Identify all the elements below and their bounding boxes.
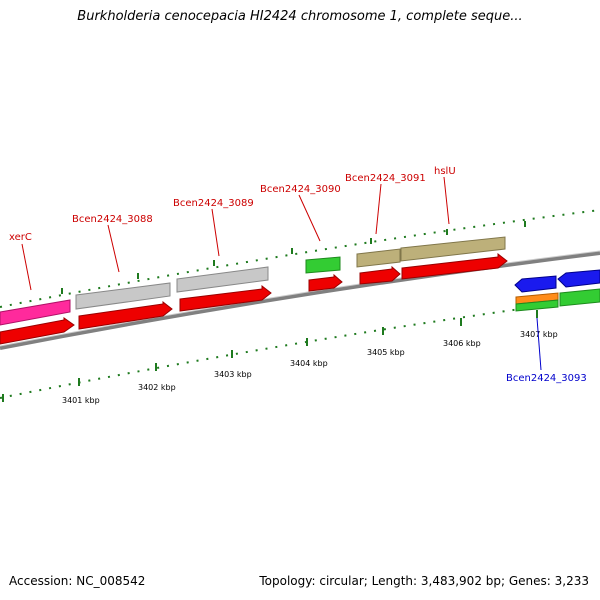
- gene-label-xerc[interactable]: xerC: [9, 232, 32, 243]
- gene-label-bcen2424-3089[interactable]: Bcen2424_3089: [173, 198, 254, 209]
- gene-label-hslu[interactable]: hslU: [434, 166, 456, 177]
- label-leader-blue: [536, 317, 542, 371]
- cds-arrow[interactable]: [78, 300, 173, 330]
- kbp-label: 3407 kbp: [520, 330, 558, 339]
- gene-bar-xerc[interactable]: [0, 299, 71, 326]
- cds-arrow[interactable]: [359, 265, 401, 285]
- map-title: Burkholderia cenocepacia HI2424 chromoso…: [77, 9, 523, 24]
- gene-bar-green[interactable]: [559, 288, 600, 307]
- cds-arrow[interactable]: [179, 284, 272, 312]
- kbp-label: 3401 kbp: [62, 396, 100, 405]
- kbp-label: 3402 kbp: [138, 383, 176, 392]
- lower-major-ticks: [2, 310, 538, 402]
- gene-bar-hslu[interactable]: [400, 236, 506, 262]
- gene-bar-blue[interactable]: [557, 269, 600, 288]
- cds-arrow[interactable]: [308, 273, 343, 292]
- kbp-label: 3406 kbp: [443, 339, 481, 348]
- kbp-label: 3405 kbp: [367, 348, 405, 357]
- cds-arrow[interactable]: [0, 317, 75, 345]
- gene-bar-bcen2424-3090[interactable]: [305, 256, 341, 274]
- kbp-label: 3403 kbp: [214, 370, 252, 379]
- topology-label: Topology: circular; Length: 3,483,902 bp…: [259, 574, 589, 588]
- kbp-label: 3404 kbp: [290, 359, 328, 368]
- upper-major-ticks: [61, 221, 526, 294]
- gene-label-bcen2424-3091[interactable]: Bcen2424_3091: [345, 173, 426, 184]
- gene-label-bcen2424-3088[interactable]: Bcen2424_3088: [72, 214, 153, 225]
- gene-label-bcen2424-3090[interactable]: Bcen2424_3090: [260, 184, 341, 195]
- gene-bar-green[interactable]: [515, 299, 559, 312]
- gene-bar-bcen2424-3088[interactable]: [75, 282, 171, 310]
- gene-bar-bcen2424-3091[interactable]: [356, 248, 401, 268]
- accession-label: Accession: NC_008542: [9, 574, 146, 588]
- chromosome-backbone: [0, 251, 600, 350]
- label-leaders: [21, 176, 450, 291]
- gene-bar-bcen2424-3093[interactable]: [514, 275, 557, 293]
- cds-arrow[interactable]: [401, 252, 508, 280]
- gene-bar-bcen2424-3089[interactable]: [176, 266, 269, 293]
- gene-label-bcen2424-3093[interactable]: Bcen2424_3093: [506, 373, 587, 384]
